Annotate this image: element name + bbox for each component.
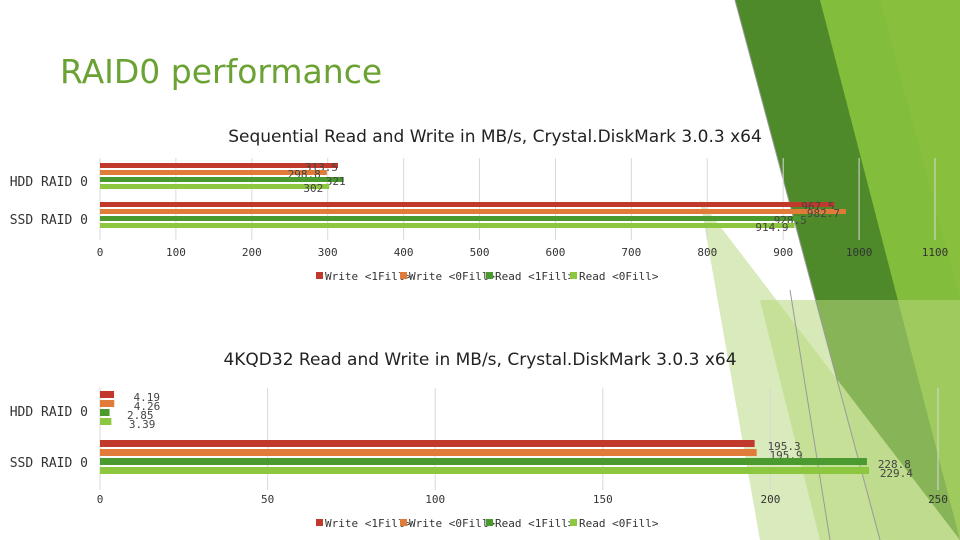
data-label: 982.7 — [807, 207, 840, 220]
chart-1-title: Sequential Read and Write in MB/s, Cryst… — [228, 127, 762, 147]
data-label: 228.8 — [878, 458, 911, 471]
slide-title: RAID0 performance — [60, 52, 383, 91]
legend-label: Write <0Fill> — [409, 517, 495, 530]
x-tick-label: 50 — [261, 493, 274, 506]
legend-swatch — [570, 272, 577, 279]
bar — [100, 170, 327, 175]
bar — [100, 184, 330, 189]
data-label: 321 — [326, 175, 346, 188]
legend-swatch — [400, 519, 407, 526]
bar — [100, 163, 338, 168]
bar — [100, 418, 112, 425]
x-tick-label: 150 — [593, 493, 613, 506]
chart-2-title: 4KQD32 Read and Write in MB/s, Crystal.D… — [223, 350, 737, 370]
data-label: 914.9 — [755, 221, 788, 234]
x-tick-label: 1100 — [922, 246, 949, 259]
x-tick-label: 200 — [760, 493, 780, 506]
legend-label: Write <1Fill> — [325, 517, 411, 530]
bar — [100, 223, 795, 228]
x-tick-label: 800 — [697, 246, 717, 259]
x-tick-label: 700 — [621, 246, 641, 259]
legend-swatch — [400, 272, 407, 279]
bar — [100, 400, 115, 407]
bar — [100, 467, 869, 474]
x-tick-label: 900 — [773, 246, 793, 259]
bar — [100, 409, 110, 416]
data-label: 302 — [303, 182, 323, 195]
x-tick-label: 0 — [97, 246, 104, 259]
legend-swatch — [316, 272, 323, 279]
legend-swatch — [570, 519, 577, 526]
legend-label: Read <1Fill> — [495, 517, 575, 530]
legend-label: Read <0Fill> — [579, 270, 659, 283]
bar — [100, 209, 846, 214]
bar — [100, 216, 805, 221]
category-label: HDD RAID 0 — [10, 175, 88, 190]
category-label: SSD RAID 0 — [10, 456, 88, 471]
data-label: 4.26 — [134, 400, 161, 413]
category-label: SSD RAID 0 — [10, 213, 88, 228]
x-tick-label: 400 — [394, 246, 414, 259]
data-label: 3.39 — [129, 418, 156, 431]
data-label: 2.85 — [127, 409, 154, 422]
category-label: HDD RAID 0 — [10, 405, 88, 420]
x-tick-label: 500 — [470, 246, 490, 259]
bar — [100, 391, 115, 398]
bar — [100, 202, 835, 207]
legend-swatch — [486, 519, 493, 526]
x-tick-label: 250 — [928, 493, 948, 506]
legend-swatch — [316, 519, 323, 526]
legend-swatch — [486, 272, 493, 279]
legend-label: Write <0Fill> — [409, 270, 495, 283]
data-label: 195.3 — [768, 440, 801, 453]
data-label: 4.19 — [134, 391, 161, 404]
x-tick-label: 100 — [425, 493, 445, 506]
bar — [100, 449, 757, 456]
legend-label: Write <1Fill> — [325, 270, 411, 283]
x-tick-label: 100 — [166, 246, 186, 259]
legend-label: Read <1Fill> — [495, 270, 575, 283]
bar — [100, 458, 867, 465]
x-tick-label: 600 — [546, 246, 566, 259]
x-tick-label: 300 — [318, 246, 338, 259]
x-tick-label: 0 — [97, 493, 104, 506]
bar — [100, 440, 755, 447]
bar — [100, 177, 344, 182]
x-tick-label: 1000 — [846, 246, 873, 259]
data-label: 229.4 — [880, 467, 913, 480]
x-tick-label: 200 — [242, 246, 262, 259]
legend-label: Read <0Fill> — [579, 517, 659, 530]
